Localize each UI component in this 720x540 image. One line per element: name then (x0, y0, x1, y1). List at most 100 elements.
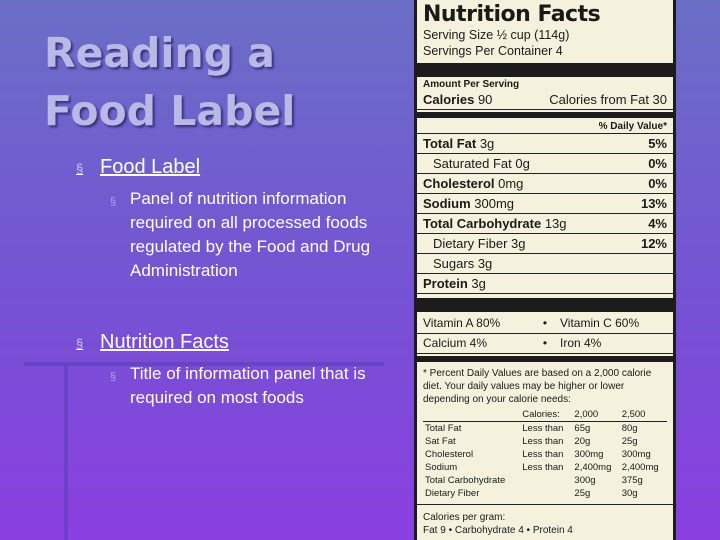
table-cell: 2,400mg (574, 462, 612, 473)
nutrient-name-amount: Sodium 300mg (423, 194, 514, 213)
vitamin-right: Vitamin C 60% (560, 316, 640, 330)
sub-bullet-marker-icon: § (110, 196, 117, 208)
calories-row: Calories 90 Calories from Fat 30 (417, 90, 673, 110)
calories-per-gram: Calories per gram: Fat 9 • Carbohydrate … (417, 504, 673, 537)
slide-title-line1: Reading a (44, 29, 275, 77)
vitamin-list: Vitamin A 80% • Vitamin C 60% Calcium 4% • Ir… (417, 314, 673, 354)
nutrient-row: Sodium 300mg 13% (417, 194, 673, 214)
table-header-cell: 2,500 (619, 408, 667, 422)
table-cell: 20g (574, 436, 591, 447)
nutrient-amount: 3g (507, 236, 526, 251)
table-row: Total Fat Less than 65g 80g (423, 422, 667, 436)
table-cell (520, 487, 572, 500)
nutrient-name: Total Fat (423, 136, 477, 151)
nutrient-row: Cholesterol 0mg 0% (417, 174, 673, 194)
table-row: Cholesterol Less than 300mg 300mg (423, 448, 667, 461)
nutrient-list: Total Fat 3g 5% Saturated Fat 0g 0% Choleste… (417, 134, 673, 294)
vitamin-row: Vitamin A 80% • Vitamin C 60% (417, 314, 673, 334)
divider-medium (417, 356, 673, 362)
table-cell: Total Carbohydrate (425, 475, 506, 486)
nutrient-amount: 0g (511, 156, 530, 171)
nutrient-amount: 3g (467, 276, 486, 291)
divider-medium (417, 112, 673, 118)
table-cell: 375g (621, 475, 643, 486)
nutrient-row: Sugars 3g (417, 254, 673, 274)
calories-per-gram-label: Calories per gram: (423, 512, 506, 523)
nutrient-name: Cholesterol (423, 176, 495, 191)
table-cell: 25g (574, 488, 591, 499)
table-row: Total Carbohydrate 300g 375g (423, 474, 667, 487)
nutrient-name-amount: Total Carbohydrate 13g (423, 214, 567, 233)
nutrient-name: Sugars (433, 256, 475, 271)
table-header-cell (423, 408, 521, 422)
serving-size: Serving Size ½ cup (114g) (423, 28, 570, 42)
bullet-list: § Food Label § Panel of nutrition inform… (76, 156, 386, 410)
nutrient-daily-value: 0% (648, 156, 667, 171)
sub-bullet-text: Panel of nutrition information required … (130, 189, 371, 280)
nutrient-name: Sodium (423, 196, 471, 211)
bullet-heading: Nutrition Facts (100, 331, 229, 353)
nutrient-amount: 3g (474, 256, 493, 271)
sub-bullet-nutrition-facts: § Title of information panel that is req… (110, 362, 386, 410)
nutrient-name: Protein (423, 276, 468, 291)
vitamin-row: Calcium 4% • Iron 4% (417, 334, 673, 354)
vitamin-right: Iron 4% (560, 336, 602, 350)
table-cell (520, 474, 572, 487)
calories-value: 90 (477, 92, 493, 107)
sub-bullet-food-label: § Panel of nutrition information require… (110, 187, 386, 283)
nutrient-row: Dietary Fiber 3g 12% (417, 234, 673, 254)
table-row: Dietary Fiber 25g 30g (423, 487, 667, 500)
calories-from-fat: Calories from Fat 30 (549, 92, 667, 107)
table-cell: 300mg (574, 449, 604, 460)
nutrient-daily-value: 0% (648, 176, 667, 191)
footnote: * Percent Daily Values are based on a 2,… (423, 368, 652, 405)
table-cell: Total Fat (425, 423, 462, 434)
table-header-cell: Calories: (520, 408, 573, 422)
table-cell: 65g (574, 423, 591, 434)
bullet-heading: Food Label (100, 156, 201, 178)
nutrient-name-amount: Total Fat 3g (423, 134, 494, 153)
nutrient-row: Protein 3g (417, 274, 673, 294)
nutrient-name-amount: Cholesterol 0mg (423, 174, 523, 193)
table-row: Sodium Less than 2,400mg 2,400mg (423, 461, 667, 474)
table-cell: Sodium (425, 462, 458, 473)
table-header-cell: 2,000 (572, 408, 620, 422)
nutrient-daily-value: 13% (640, 196, 667, 211)
table-cell: 300mg (621, 449, 651, 460)
nutrient-name-amount: Dietary Fiber 3g (433, 234, 526, 253)
decorative-stripe-horizontal (24, 362, 384, 366)
table-cell: 80g (621, 423, 638, 434)
table-cell: Sat Fat (425, 436, 456, 447)
vitamin-left: Vitamin A 80% (423, 316, 501, 330)
nutrient-row: Total Carbohydrate 13g 4% (417, 214, 673, 234)
nutrient-daily-value: 5% (648, 136, 667, 151)
bullet-marker-icon: § (76, 161, 84, 176)
table-cell: 2,400mg (621, 462, 659, 473)
nutrient-name-amount: Protein 3g (423, 274, 486, 293)
label-title: Nutrition Facts (423, 2, 601, 27)
separator-dot-icon: • (542, 336, 548, 350)
divider-thick (417, 63, 673, 77)
nutrition-facts-label: Nutrition Facts Serving Size ½ cup (114g… (414, 0, 676, 540)
nutrient-amount: 3g (476, 136, 495, 151)
nutrient-daily-value: 12% (640, 236, 667, 251)
decorative-stripe-vertical (64, 364, 68, 540)
nutrient-daily-value: 4% (648, 216, 667, 231)
nutrient-name-amount: Sugars 3g (433, 254, 492, 273)
daily-value-table-header: Calories: 2,000 2,500 (423, 408, 667, 422)
nutrient-name: Saturated Fat (433, 156, 512, 171)
daily-value-table: Calories: 2,000 2,500 Total Fat Less than 65g… (423, 408, 667, 500)
slide-title: Reading a Food Label (44, 24, 295, 140)
nutrient-amount: 13g (541, 216, 567, 231)
servings-per-container: Servings Per Container 4 (423, 44, 563, 58)
bullet-food-label: § Food Label (76, 156, 386, 179)
sub-bullet-text: Title of information panel that is requi… (130, 364, 366, 407)
divider-thick (417, 298, 673, 312)
nutrient-name: Total Carbohydrate (423, 216, 542, 231)
bullet-marker-icon: § (76, 336, 84, 351)
nutrient-row: Total Fat 3g 5% (417, 134, 673, 154)
nutrient-name: Dietary Fiber (433, 236, 508, 251)
table-cell: 25g (621, 436, 638, 447)
table-cell: Dietary Fiber (425, 488, 480, 499)
table-cell: Cholesterol (425, 449, 474, 460)
